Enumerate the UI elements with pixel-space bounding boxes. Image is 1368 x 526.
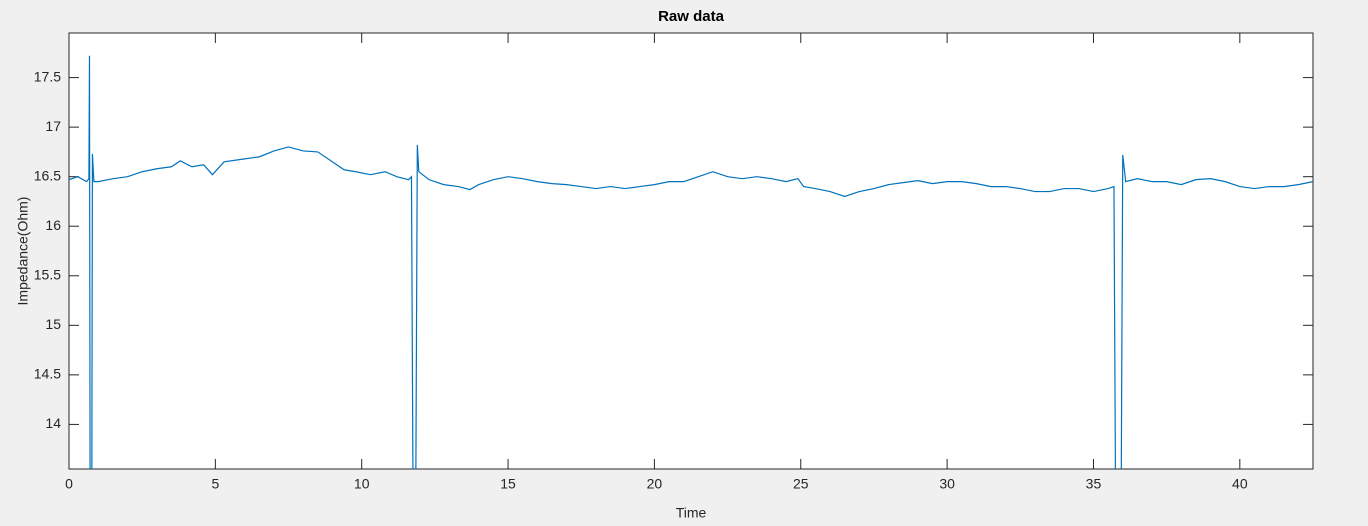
x-tick-label: 15 — [500, 476, 516, 492]
x-tick-label: 0 — [65, 476, 73, 492]
y-tick-label: 15 — [45, 316, 61, 332]
chart-title: Raw data — [658, 8, 725, 25]
y-tick-label: 16 — [45, 217, 61, 233]
y-tick-label: 14.5 — [34, 366, 61, 382]
plot-area — [68, 32, 1314, 470]
x-tick-label: 25 — [793, 476, 809, 492]
x-tick-label: 10 — [354, 476, 370, 492]
data-line — [69, 55, 1313, 469]
y-tick-label: 14 — [45, 415, 61, 431]
x-tick-label: 35 — [1086, 476, 1102, 492]
x-axis-label: Time — [676, 505, 707, 521]
x-tick-label: 5 — [211, 476, 219, 492]
y-tick-label: 15.5 — [34, 266, 61, 282]
x-tick-label: 20 — [647, 476, 663, 492]
x-tick-label: 30 — [939, 476, 955, 492]
y-axis-label: Impedance(Ohm) — [15, 197, 31, 306]
y-tick-label: 17 — [45, 118, 61, 134]
y-tick-label: 17.5 — [34, 68, 61, 84]
x-tick-label: 40 — [1232, 476, 1248, 492]
y-tick-label: 16.5 — [34, 167, 61, 183]
